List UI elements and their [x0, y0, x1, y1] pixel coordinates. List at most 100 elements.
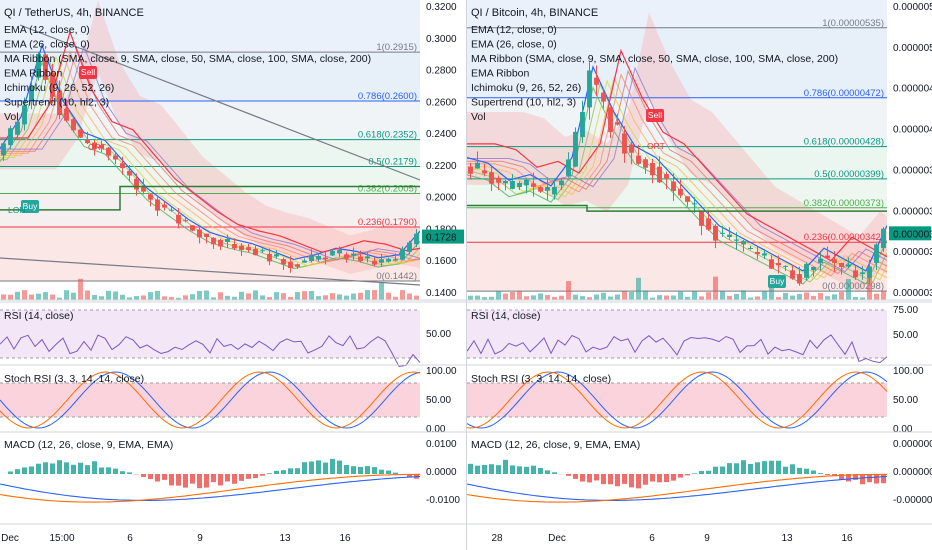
rsi-label[interactable]: RSI (14, close) — [4, 310, 73, 322]
candle-body — [804, 263, 809, 278]
candle-body — [650, 162, 655, 176]
volume-bar — [78, 278, 83, 300]
macd-label[interactable]: MACD (12, 26, close, 9, EMA, EMA) — [471, 439, 640, 451]
macd-histogram-bar — [120, 471, 125, 474]
candle-body — [190, 225, 195, 231]
fib-label: 0.382(0.2005) — [358, 184, 417, 195]
candle-body — [734, 239, 739, 241]
volume-bar — [601, 292, 606, 300]
macd-histogram-bar — [358, 466, 363, 474]
macd-histogram-bar — [267, 473, 272, 474]
volume-bar — [274, 292, 279, 300]
price-tick: 0.00000350 — [893, 206, 932, 217]
qi-usdt-chart-svg[interactable]: 1(0.2915) 0.786(0.2600) 0.618(0.2352) 0.5(0… — [0, 0, 466, 550]
macd-histogram-bar — [113, 468, 118, 474]
buy-signal-badge[interactable] — [768, 275, 786, 288]
rsi-band — [0, 310, 420, 358]
candle-body — [337, 249, 342, 254]
indicator-label[interactable]: EMA (26, close, 0) — [4, 39, 90, 51]
current-price-badge[interactable] — [422, 229, 464, 244]
ema-line — [467, 48, 888, 262]
macd-histogram-bar — [601, 474, 606, 485]
macd-histogram-bar — [496, 465, 501, 474]
indicator-label[interactable]: Ichimoku (9, 26, 52, 26) — [4, 82, 114, 94]
macd-histogram-bar — [190, 474, 195, 484]
indicator-label[interactable]: Supertrend (10, hl2, 3) — [4, 97, 109, 109]
volume-bar — [351, 293, 356, 300]
candle-body — [218, 239, 223, 247]
fib-label: 0.236(0.1790) — [358, 217, 417, 228]
macd-histogram-bar — [92, 461, 97, 474]
indicator-label[interactable]: MA Ribbon (SMA, close, 9, SMA, close, 50… — [471, 53, 838, 65]
volume-bar — [692, 291, 697, 300]
volume-bar — [468, 295, 473, 300]
stoch-label[interactable]: Stoch RSI (3, 3, 14, 14, close) — [4, 373, 144, 385]
candle-body — [797, 274, 802, 284]
macd-histogram-bar — [797, 467, 802, 474]
indicator-label[interactable]: EMA (26, close, 0) — [471, 39, 557, 51]
candle-body — [169, 209, 174, 211]
candle-body — [496, 177, 501, 183]
volume-bar — [323, 295, 328, 300]
price-tick: 0.2600 — [426, 97, 457, 108]
candle-body — [839, 262, 844, 267]
macd-histogram-bar — [881, 474, 886, 484]
chart-panel-qi-btc[interactable]: 1(0.00000535) 0.786(0.00000472) 0.618(0.00… — [466, 0, 932, 550]
candle-body — [36, 54, 41, 78]
candle-body — [713, 225, 718, 241]
volume-bar — [386, 292, 391, 300]
macd-histogram-bar — [351, 466, 356, 474]
price-tick: 0.2200 — [426, 161, 457, 172]
rsi-label[interactable]: RSI (14, close) — [471, 310, 540, 322]
indicator-label[interactable]: EMA (12, close, 0) — [471, 24, 557, 36]
volume-bar — [643, 290, 648, 300]
macd-histogram-bar — [239, 474, 244, 481]
buy-signal-label: Buy — [770, 276, 785, 286]
indicator-label[interactable]: Supertrend (10, hl2, 3) — [471, 97, 576, 109]
indicator-label[interactable]: Vol — [471, 111, 486, 123]
current-price-badge[interactable] — [889, 226, 931, 241]
macd-histogram-bar — [853, 474, 858, 480]
sell-signal-badge[interactable] — [79, 66, 97, 79]
candle-body — [330, 250, 335, 256]
volume-bar — [825, 296, 830, 300]
candle-body — [43, 54, 48, 80]
indicator-label[interactable]: MA Ribbon (SMA, close, 9, SMA, close, 50… — [4, 53, 371, 65]
candle-body — [685, 196, 690, 202]
sell-signal-badge[interactable] — [646, 109, 664, 122]
indicator-label[interactable]: EMA (12, close, 0) — [4, 24, 90, 36]
candle-body — [15, 121, 20, 135]
macd-histogram-bar — [867, 474, 872, 483]
macd-histogram-bar — [176, 474, 181, 486]
indicator-label[interactable]: EMA Ribbon — [4, 68, 63, 80]
ema-line — [0, 29, 421, 253]
price-tick: 0.00000460 — [893, 84, 932, 95]
volume-bar — [85, 290, 90, 300]
candle-body — [239, 245, 244, 250]
macd-histogram-bar — [106, 467, 111, 474]
macd-histogram-bar — [260, 474, 265, 476]
candle-body — [155, 199, 160, 211]
volume-bar — [113, 291, 118, 300]
macd-histogram-bar — [538, 467, 543, 474]
candle-body — [372, 260, 377, 265]
macd-histogram-bar — [407, 474, 412, 477]
indicator-label[interactable]: Vol — [4, 111, 19, 123]
macd-histogram-bar — [253, 474, 258, 479]
volume-bar — [309, 290, 314, 300]
stoch-label[interactable]: Stoch RSI (3, 3, 14, 14, close) — [471, 373, 611, 385]
buy-signal-badge[interactable] — [21, 200, 39, 213]
qi-btc-chart-svg[interactable]: 1(0.00000535) 0.786(0.00000472) 0.618(0.00… — [467, 0, 932, 550]
candle-body — [860, 272, 865, 275]
indicator-label[interactable]: Ichimoku (9, 26, 52, 26) — [471, 82, 581, 94]
stoch-tick: 100.00 — [426, 366, 457, 377]
macd-label[interactable]: MACD (12, 26, close, 9, EMA, EMA) — [4, 439, 173, 451]
time-tick: Dec — [1, 533, 19, 544]
indicator-label[interactable]: EMA Ribbon — [471, 68, 530, 80]
volume-bar — [615, 294, 620, 300]
trend-line-lower — [0, 257, 421, 286]
candle-body — [57, 90, 62, 116]
chart-panel-qi-usdt[interactable]: 1(0.2915) 0.786(0.2600) 0.618(0.2352) 0.5(0… — [0, 0, 466, 550]
fib-label: 0(0.1442) — [376, 271, 417, 282]
macd-histogram-bar — [741, 460, 746, 474]
